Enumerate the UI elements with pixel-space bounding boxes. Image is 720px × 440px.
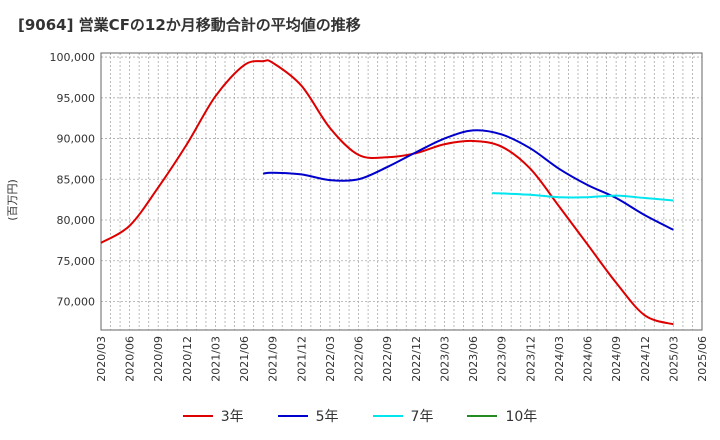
series-line — [263, 129, 674, 231]
x-tick-label: 2024/06 — [582, 336, 595, 382]
legend-item: 5年 — [277, 406, 339, 426]
x-tick-label: 2020/12 — [181, 336, 194, 382]
y-axis-label: (百万円) — [6, 179, 19, 221]
x-tick-label: 2023/03 — [438, 336, 451, 382]
series-line — [492, 192, 674, 202]
x-tick-label: 2023/06 — [467, 336, 480, 382]
x-tick-label: 2024/09 — [610, 336, 623, 382]
legend-item: 3年 — [182, 406, 244, 426]
y-tick-label: 95,000 — [57, 92, 96, 105]
x-axis-ticks: 2020/03 2020/06 2020/09 2020/12 2021/03 2021/… — [95, 336, 709, 382]
legend-swatch — [182, 415, 213, 417]
legend-swatch — [467, 415, 498, 417]
grid-lines — [101, 53, 702, 330]
plot-area — [101, 53, 702, 330]
x-tick-label: 2020/03 — [95, 336, 108, 382]
x-tick-label: 2021/12 — [295, 336, 308, 382]
series-lines — [100, 59, 674, 326]
x-tick-label: 2020/06 — [124, 336, 137, 382]
chart-canvas: 70,000 75,000 80,000 85,000 90,000 95,000 100,… — [6, 51, 709, 382]
x-tick-label: 2021/03 — [209, 336, 222, 382]
y-tick-label: 100,000 — [50, 51, 96, 64]
legend-label: 7年 — [410, 409, 434, 425]
x-tick-label: 2023/09 — [496, 336, 509, 382]
legend-label: 5年 — [315, 409, 339, 425]
x-tick-label: 2025/06 — [696, 336, 709, 382]
y-tick-label: 90,000 — [57, 133, 96, 146]
x-tick-label: 2021/06 — [238, 336, 251, 382]
plot-border — [100, 52, 703, 331]
legend-item: 7年 — [372, 406, 434, 426]
y-tick-label: 75,000 — [57, 255, 96, 268]
x-tick-label: 2025/03 — [667, 336, 680, 382]
legend-item: 10年 — [467, 406, 537, 426]
x-tick-label: 2021/09 — [267, 336, 280, 382]
x-tick-label: 2024/03 — [553, 336, 566, 382]
legend: 3年 5年 7年 10年 — [0, 404, 720, 428]
chart-title: [9064] 営業CFの12か月移動合計の平均値の推移 — [18, 16, 361, 34]
y-axis-ticks: 70,000 75,000 80,000 85,000 90,000 95,000 100,… — [50, 51, 96, 308]
legend-swatch — [277, 415, 308, 417]
y-tick-label: 70,000 — [57, 295, 96, 308]
x-tick-label: 2022/03 — [324, 336, 337, 382]
x-tick-label: 2023/12 — [524, 336, 537, 382]
x-tick-label: 2022/12 — [410, 336, 423, 382]
x-tick-label: 2020/09 — [152, 336, 165, 382]
legend-label: 3年 — [220, 409, 244, 425]
x-tick-label: 2022/06 — [353, 336, 366, 382]
y-tick-label: 85,000 — [57, 173, 96, 186]
legend-swatch — [372, 415, 403, 417]
series-line — [100, 59, 674, 326]
legend-label: 10年 — [505, 409, 538, 425]
y-tick-label: 80,000 — [57, 214, 96, 227]
x-tick-label: 2024/12 — [639, 336, 652, 382]
x-tick-label: 2022/09 — [381, 336, 394, 382]
